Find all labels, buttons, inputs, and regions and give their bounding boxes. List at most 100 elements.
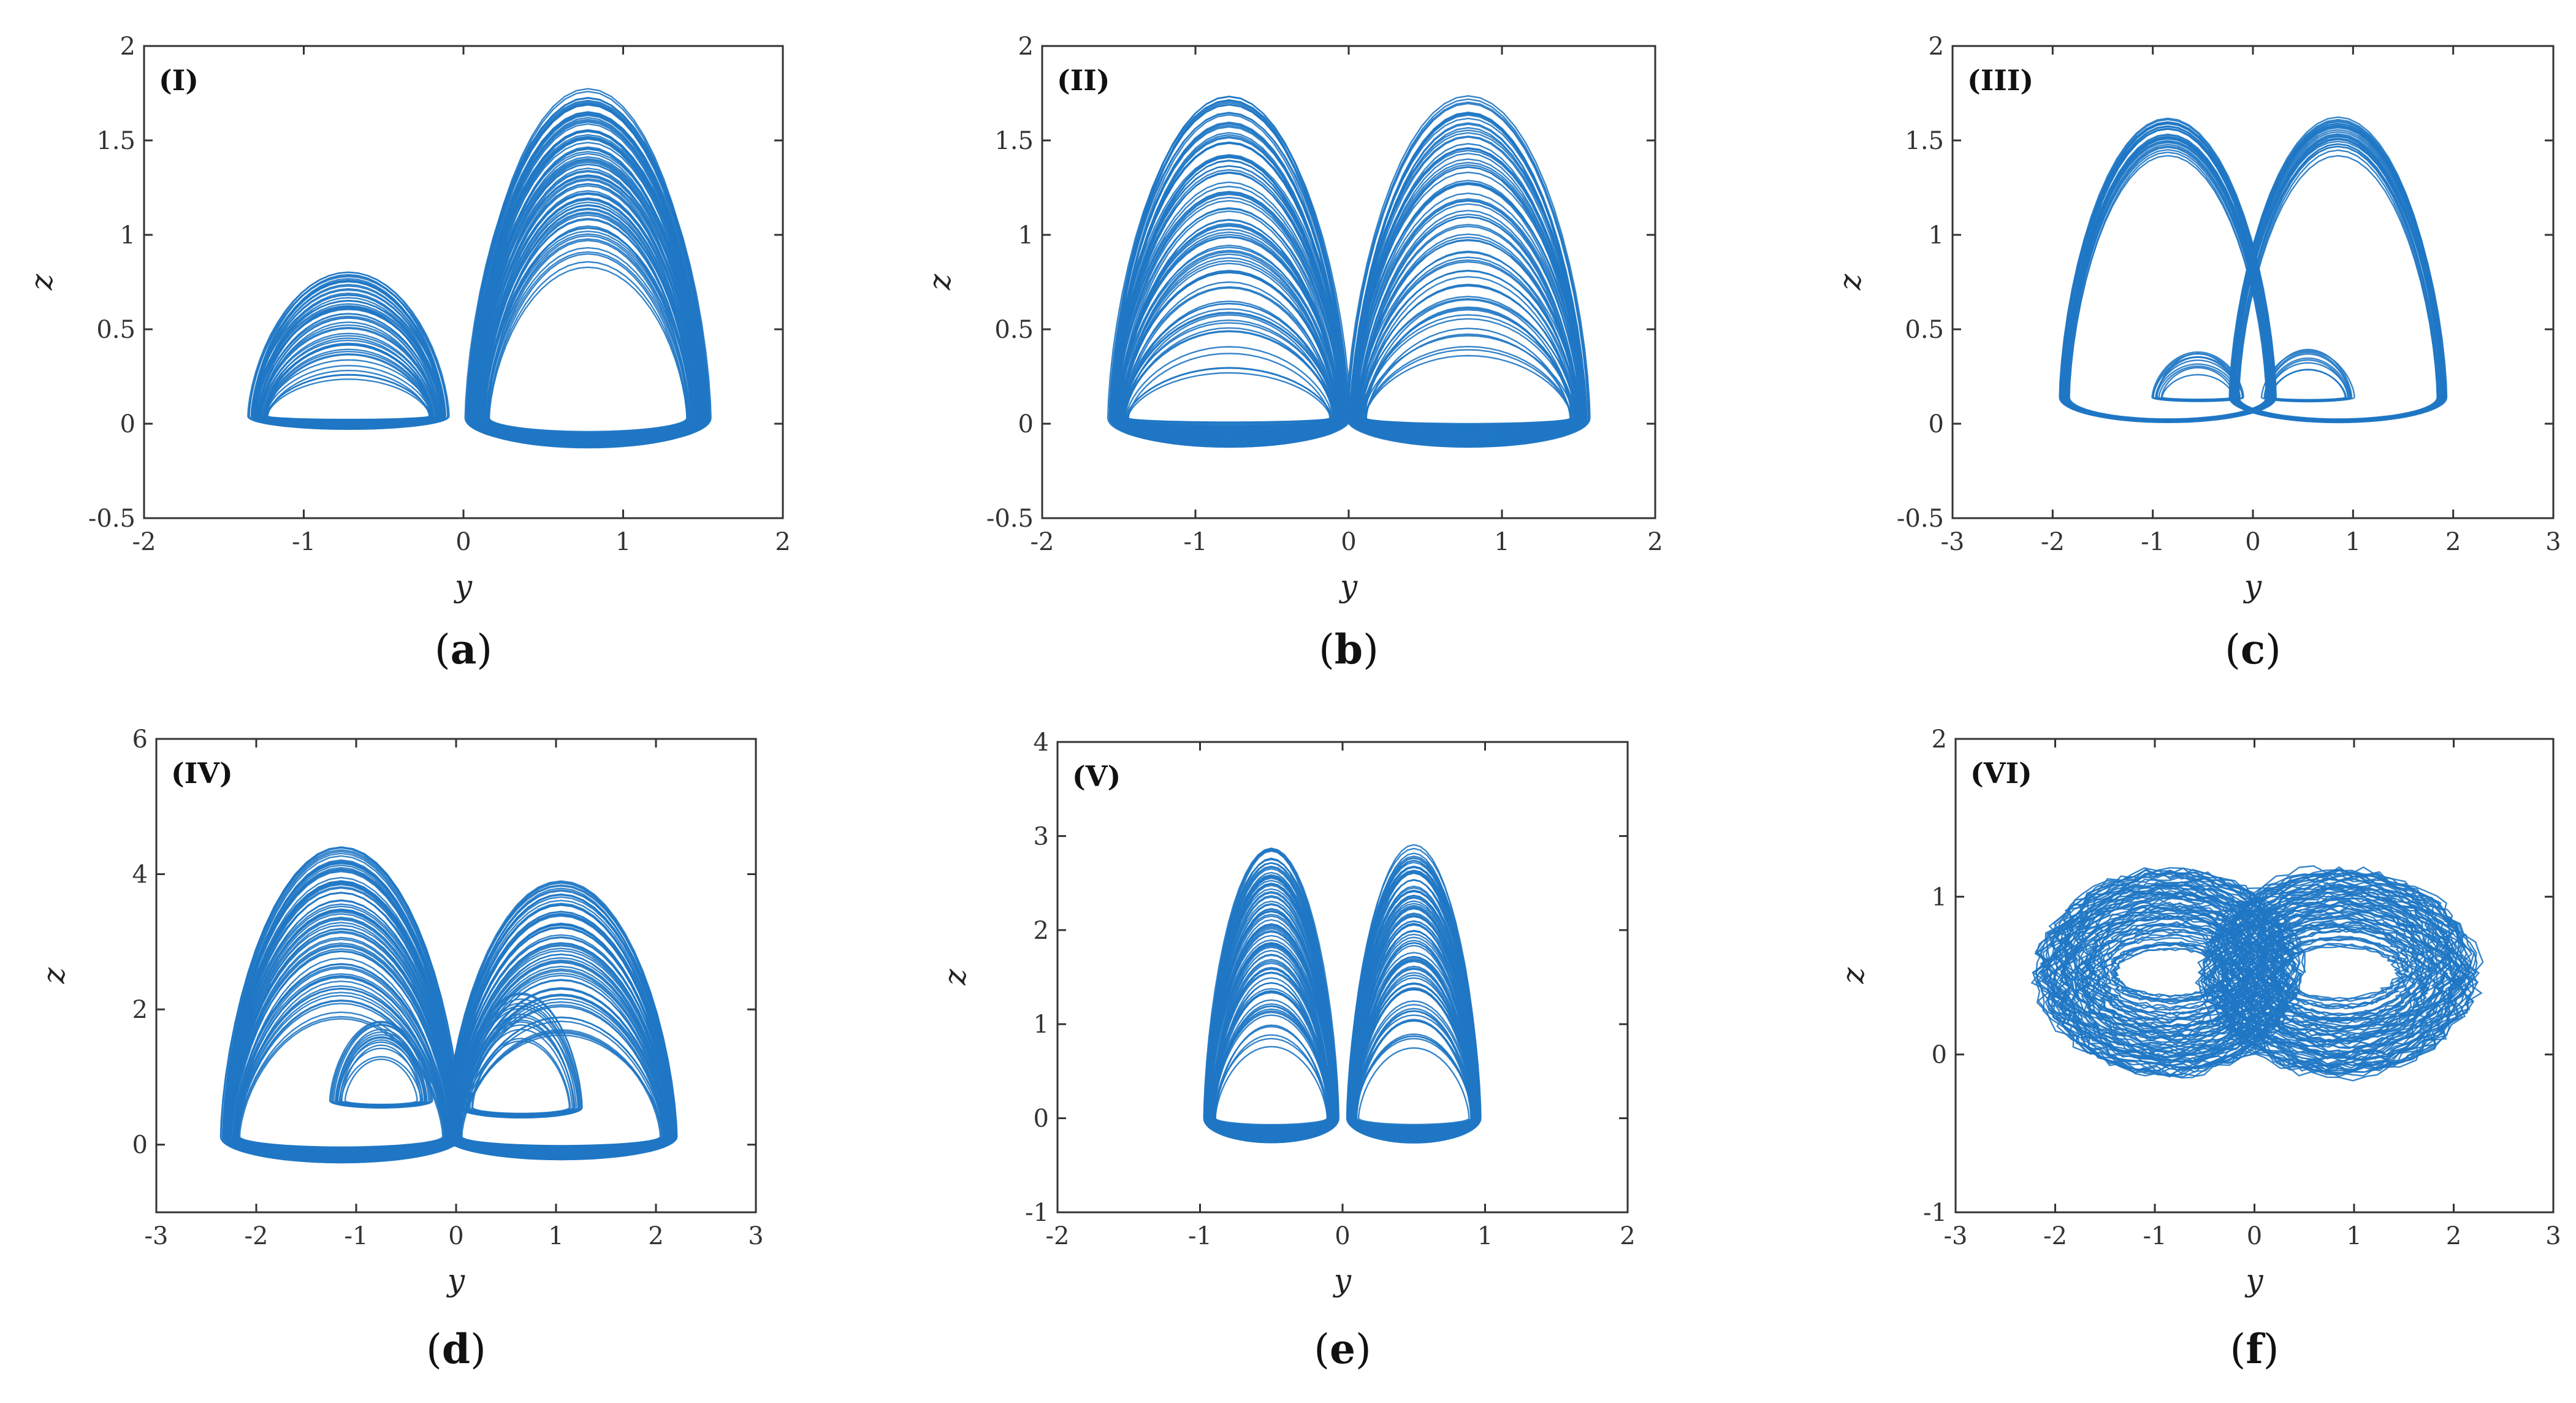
trajectory-f	[2030, 865, 2484, 1082]
x-tick-label: -2	[1046, 1222, 1070, 1250]
trajectory-loop	[2230, 900, 2446, 1044]
x-axis-label-a: y	[454, 568, 473, 604]
x-tick-label: 1	[2345, 528, 2361, 556]
trajectory-loop	[2221, 884, 2463, 1060]
caption-letter-c: c	[2241, 625, 2265, 673]
trajectory-loop	[2241, 912, 2437, 1033]
panel-tag-e: (V)	[1072, 760, 1121, 793]
x-tick-label: -1	[345, 1222, 368, 1250]
x-tick-label: 3	[748, 1222, 763, 1250]
trajectory-loop	[2242, 904, 2438, 1041]
y-tick-label: 1	[1932, 883, 1947, 911]
trajectory-loop	[2076, 908, 2266, 1034]
x-tick-label: -1	[2141, 528, 2165, 556]
trajectory-loop	[2059, 117, 2277, 424]
trajectory-a	[247, 88, 712, 449]
trajectory-loop	[2266, 936, 2414, 1010]
trajectory-b	[1107, 95, 1591, 448]
trajectory-loop	[2277, 946, 2403, 1000]
trajectory-e	[1203, 844, 1482, 1144]
x-tick-label: -3	[1944, 1222, 1968, 1250]
trajectory-loop	[2097, 933, 2244, 1011]
y-tick-label: 0	[1932, 1041, 1947, 1069]
y-axis-label-e: z	[937, 969, 973, 986]
trajectory-loop	[2218, 888, 2463, 1059]
trajectory-loop	[2032, 871, 2306, 1078]
trajectory-loop	[2060, 891, 2285, 1055]
y-tick-label: 1.5	[1905, 127, 1944, 155]
y-tick-label: 0.5	[1905, 316, 1944, 344]
y-tick-label: 2	[1929, 32, 1944, 61]
y-tick-label: 0	[1018, 410, 1034, 438]
x-axis-label-c: y	[2243, 568, 2262, 604]
trajectory-loop	[471, 1038, 571, 1115]
y-tick-label: 0	[1929, 410, 1944, 438]
y-axis-label-f: z	[1835, 967, 1871, 984]
x-tick-label: 2	[1647, 528, 1663, 556]
y-tick-label: 1	[120, 221, 135, 250]
trajectory-loop	[2056, 890, 2285, 1058]
trajectory-loop	[2200, 869, 2474, 1076]
x-tick-label: -2	[2043, 1222, 2067, 1250]
subplot-d: -3 -2 -1 0 1 2 3 0 2 4 6 (IV) y z (d)	[36, 725, 764, 1373]
trajectory-loop	[467, 88, 709, 449]
trajectory-loop	[2241, 911, 2435, 1031]
trajectory-c	[2059, 116, 2448, 424]
y-tick-label: 0	[1034, 1105, 1049, 1133]
caption-f: (f)	[2230, 1325, 2279, 1373]
trajectory-loop	[251, 273, 446, 430]
x-tick-label: -2	[245, 1222, 269, 1250]
subplot-c: -3 -2 -1 0 1 2 3 -0.5 0 0.5 1 1.5 2 (III) y z (c)	[1832, 32, 2561, 673]
y-tick-label: 2	[120, 32, 135, 61]
trajectory-loop	[2102, 937, 2241, 1009]
caption-a: (a)	[435, 625, 492, 673]
trajectory-loop	[2044, 881, 2298, 1064]
y-tick-label: 0.5	[994, 316, 1034, 344]
trajectory-loop	[1203, 847, 1339, 1144]
x-tick-label: 2	[648, 1222, 663, 1250]
x-tick-label: 1	[1494, 528, 1509, 556]
trajectory-loop	[1127, 353, 1331, 425]
axis-ticks-b: -2 -1 0 1 2 -0.5 0 0.5 1 1.5 2	[986, 32, 1663, 556]
x-tick-label: 3	[2545, 1222, 2561, 1250]
caption-letter-a: a	[451, 625, 477, 673]
y-tick-label: -0.5	[88, 505, 135, 533]
x-tick-label: 2	[2446, 1222, 2461, 1250]
trajectory-loop	[1115, 155, 1344, 443]
trajectory-loop	[1107, 99, 1352, 448]
x-tick-label: 0	[448, 1222, 463, 1250]
y-tick-label: -1	[1923, 1199, 1947, 1227]
trajectory-loop	[459, 993, 583, 1118]
axis-ticks-a: -2 -1 0 1 2 -0.5 0 0.5 1 1.5 2	[88, 32, 791, 556]
subplot-b: -2 -1 0 1 2 -0.5 0 0.5 1 1.5 2 (II) y z (b)	[922, 32, 1663, 673]
x-axis-label-e: y	[1333, 1263, 1352, 1298]
x-tick-label: -1	[1184, 528, 1208, 556]
x-tick-label: -3	[145, 1222, 169, 1250]
trajectory-loop	[1349, 852, 1479, 1143]
trajectory-loop	[2236, 909, 2441, 1036]
y-tick-label: -0.5	[1897, 505, 1944, 533]
caption-letter-b: b	[1335, 625, 1363, 673]
plot-frame-e	[1056, 741, 1629, 1214]
y-tick-label: 2	[1034, 917, 1049, 945]
caption-letter-e: e	[1330, 1325, 1355, 1373]
trajectory-loop	[487, 261, 688, 433]
y-tick-label: 1	[1018, 221, 1034, 250]
trajectory-loop	[2232, 904, 2447, 1041]
trajectory-loop	[1349, 111, 1587, 446]
trajectory-loop	[2151, 351, 2244, 402]
x-tick-label: 0	[2247, 1222, 2262, 1250]
y-tick-label: 4	[132, 861, 148, 889]
x-tick-label: 1	[1477, 1222, 1493, 1250]
trajectory-loop	[2260, 350, 2355, 402]
y-axis-label-c: z	[1832, 273, 1868, 291]
panel-tag-f: (VI)	[1970, 757, 2032, 790]
x-axis-label-f: y	[2244, 1263, 2263, 1298]
panel-tag-a: (I)	[159, 64, 199, 97]
caption-letter-f: f	[2246, 1325, 2265, 1373]
trajectory-loop	[1357, 1047, 1470, 1126]
panel-tag-c: (III)	[1967, 64, 2033, 97]
axis-ticks-c: -3 -2 -1 0 1 2 3 -0.5 0 0.5 1 1.5 2	[1897, 32, 2561, 556]
